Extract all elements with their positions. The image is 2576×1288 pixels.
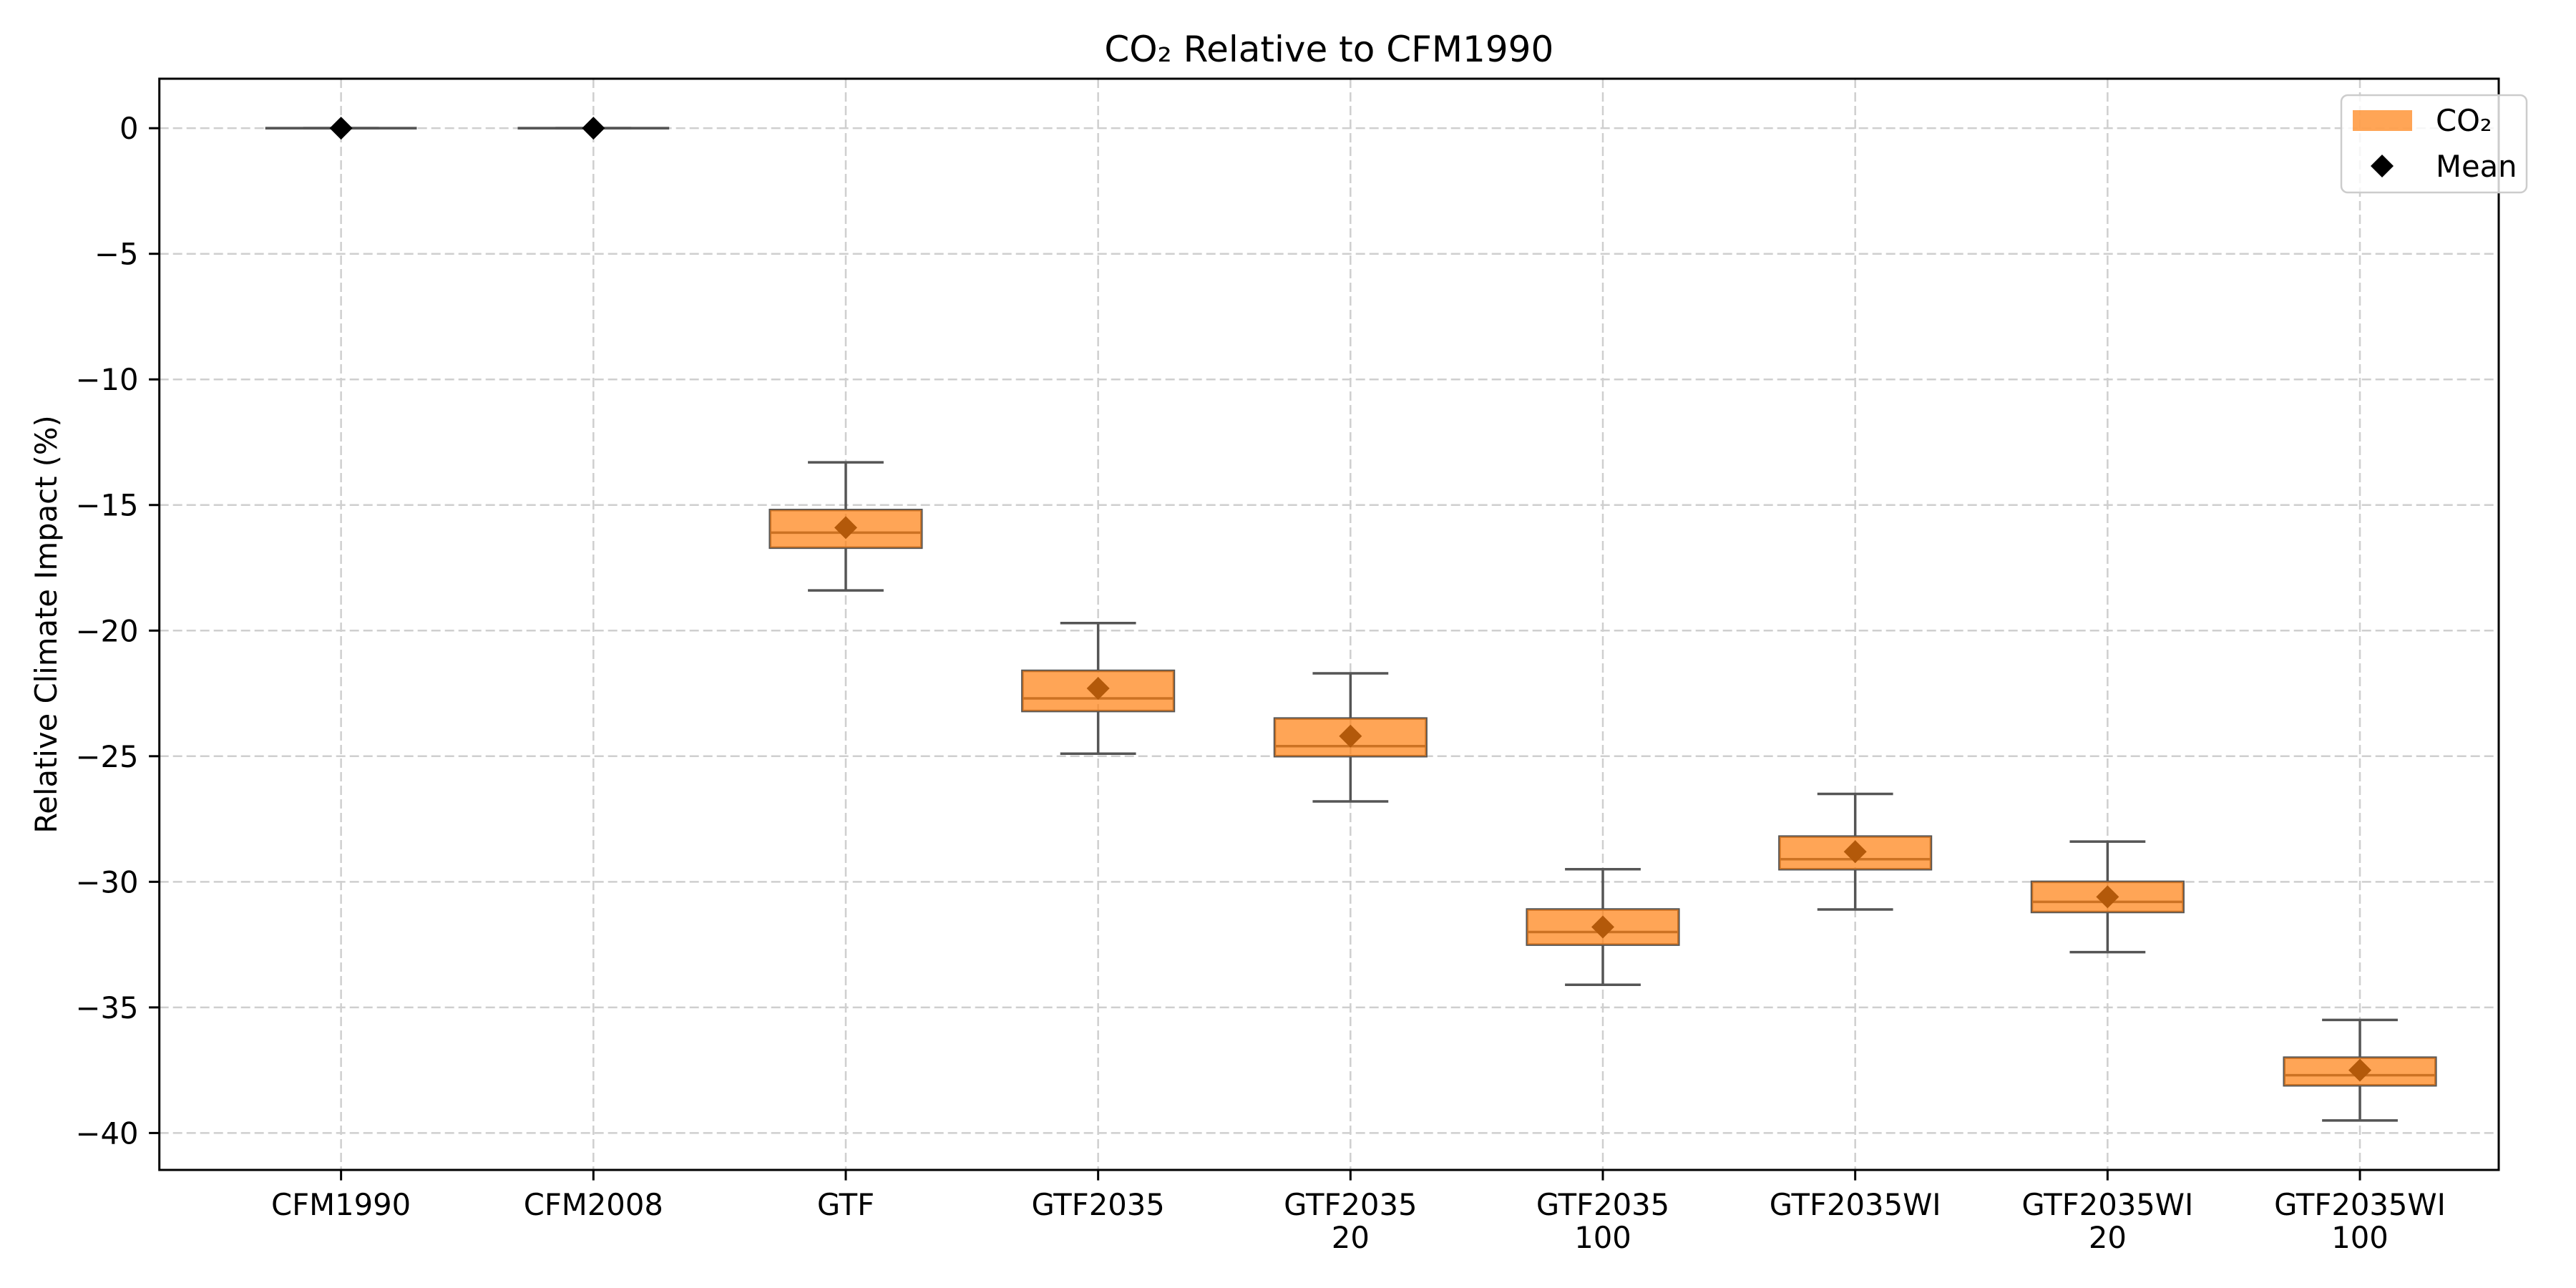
- x-tick-label-line: GTF2035: [1031, 1187, 1164, 1222]
- x-tick-label: CFM1990: [271, 1187, 411, 1222]
- x-tick-label-line: 100: [2331, 1220, 2389, 1255]
- y-tick-label: −10: [76, 362, 139, 397]
- box-outline: [1526, 908, 1680, 946]
- box-group-6: [1778, 792, 1933, 911]
- legend: CO₂ Mean: [2340, 94, 2528, 194]
- box-group-3: [1021, 621, 1176, 756]
- legend-marker-mean: [2371, 155, 2394, 177]
- axes-frame: [158, 77, 2500, 1171]
- x-tick-label-line: 20: [2089, 1220, 2127, 1255]
- box-group-8: [2283, 1018, 2437, 1122]
- legend-label-co2: CO₂: [2436, 103, 2492, 138]
- legend-patch-co2: [2353, 110, 2412, 131]
- box-fill: [2284, 1058, 2436, 1085]
- chart-title: CO₂ Relative to CFM1990: [1104, 29, 1553, 70]
- x-tick-label: GTF2035WI 20: [2021, 1187, 2193, 1255]
- x-tick-label: GTF: [817, 1187, 874, 1222]
- legend-label-mean: Mean: [2436, 149, 2517, 184]
- box-group-4: [1273, 672, 1428, 803]
- x-tick-label-line: GTF: [817, 1187, 874, 1222]
- y-tick-label: −35: [76, 990, 139, 1025]
- box-group-1: [517, 117, 670, 140]
- x-axis: CFM1990 CFM2008 GTF GTF2035 GTF2035 20GTF2035…: [271, 1170, 2446, 1255]
- y-tick-label: −5: [94, 237, 138, 272]
- y-axis-label: Relative Climate Impact (%): [29, 415, 64, 834]
- box-group-2: [769, 461, 923, 592]
- y-axis: 0 −5 −10 −15 −20 −25 −30 −35 −40: [76, 111, 160, 1151]
- x-tick-label-line: CFM2008: [524, 1187, 663, 1222]
- box-fill: [1527, 909, 1679, 945]
- x-tick-label-line: GTF2035: [1284, 1187, 1417, 1222]
- y-tick-label: −15: [76, 488, 139, 523]
- box-group-5: [1526, 868, 1680, 987]
- x-tick-label-line: 100: [1574, 1220, 1631, 1255]
- x-tick-label-line: GTF2035WI: [2274, 1187, 2446, 1222]
- box-fill: [1779, 836, 1931, 869]
- y-tick-label: −30: [76, 864, 139, 899]
- x-tick-label: GTF2035 20: [1284, 1187, 1417, 1255]
- x-tick-label: CFM2008: [524, 1187, 663, 1222]
- box-fill: [1022, 670, 1174, 711]
- x-tick-label-line: GTF2035WI: [2021, 1187, 2193, 1222]
- x-tick-label-line: GTF2035WI: [1770, 1187, 1941, 1222]
- mean-marker: [582, 117, 605, 140]
- x-tick-label: GTF2035 100: [1536, 1187, 1669, 1255]
- box-fill: [770, 509, 922, 548]
- y-tick-label: −20: [76, 613, 139, 648]
- y-tick-label: −25: [76, 739, 139, 774]
- box-fill: [2031, 882, 2184, 912]
- x-tick-label-line: CFM1990: [271, 1187, 411, 1222]
- y-tick-label: −40: [76, 1116, 139, 1151]
- x-tick-label: GTF2035WI 100: [2274, 1187, 2446, 1255]
- x-tick-label-line: GTF2035: [1536, 1187, 1669, 1222]
- box-group-7: [2030, 840, 2185, 954]
- box-group-0: [265, 117, 417, 140]
- box-outline: [769, 509, 923, 550]
- box-fill: [1274, 718, 1427, 756]
- x-tick-label: GTF2035WI: [1770, 1187, 1941, 1222]
- x-tick-label: GTF2035: [1031, 1187, 1164, 1222]
- y-tick-label: 0: [119, 111, 139, 146]
- box-plot-series: [265, 117, 2437, 1122]
- mean-marker: [329, 117, 353, 140]
- x-tick-label-line: 20: [1332, 1220, 1370, 1255]
